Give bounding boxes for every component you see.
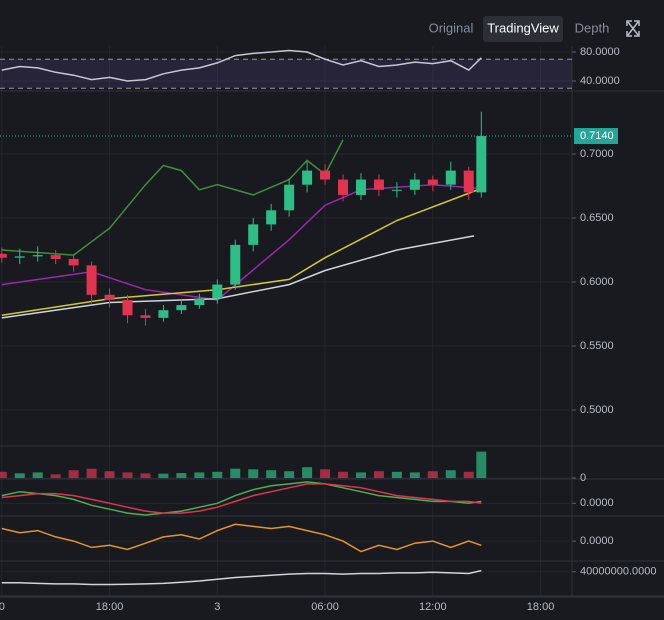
volume-bar [122,472,133,478]
volume-bar [158,473,169,478]
volume-bar [476,451,487,478]
volume-bar [320,469,331,478]
y-tick-label: 40000000.0000 [580,566,656,578]
candle-body [194,298,205,306]
y-tick-label: 0.6500 [580,212,614,224]
volume-bar [194,472,205,478]
volume-bar [140,473,151,478]
volume-bar [409,472,420,478]
volume-bar [50,474,61,478]
candle-body [320,170,331,180]
candle-body [0,253,7,258]
fullscreen-icon[interactable] [626,20,640,37]
candle-body [140,315,151,318]
candle-body [32,255,43,257]
series-line [1,183,482,301]
candle-body [86,265,97,295]
candle-body [266,210,277,225]
volume-bar [338,471,349,478]
candle-body [391,189,402,191]
x-tick-label: 0 [0,601,5,613]
level-band [0,59,572,89]
volume-bar [176,473,187,478]
volume-bar [266,470,277,478]
plot: 0 18:00 3 06:00 12:00 18:00 0.7000 0.6500 0.6000… [0,46,664,613]
x-tick-label: 06:00 [311,601,339,613]
series-line [1,569,482,586]
candle-body [338,179,349,195]
active-tab-bg [483,16,563,42]
tab[interactable]: Original [429,20,474,35]
candle-body [427,179,438,185]
x-tick-label: 3 [214,601,220,613]
candle-body [122,299,133,316]
volume-bar [463,471,474,478]
volume-bar [284,471,295,478]
y-tick-label: 0.6000 [580,276,614,288]
candle-body [68,258,79,266]
volume-bar [391,471,402,478]
candle-body [355,179,366,195]
y-tick-label: 0.7000 [580,148,614,160]
candle-body [445,170,456,185]
series-line [1,481,482,516]
tab[interactable]: Depth [575,20,610,35]
last-price-label: 0.7140 [580,130,614,142]
y-tick-label: 0 [580,472,586,484]
candle-body [302,170,313,185]
candle-body [104,294,115,300]
volume-bar [32,472,43,478]
candle-body [14,256,25,258]
candle-body [409,179,420,190]
volume-bar [86,468,97,478]
x-tick-label: 18:00 [96,601,124,613]
candle-body [176,305,187,311]
candle-body [158,310,169,318]
y-tick-label: 0.5000 [580,404,614,416]
x-tick-label: 12:00 [419,601,447,613]
candle-body [230,244,241,285]
candle-body [476,136,487,193]
candle-body [373,179,384,190]
volume-bar [427,471,438,478]
volume-bar [212,471,223,478]
candle-body [212,284,223,299]
volume-bar [373,471,384,478]
volume-bar [68,470,79,478]
volume-bar [355,472,366,478]
tab[interactable]: TradingView [487,20,559,35]
x-tick-label: 18:00 [527,601,555,613]
volume-bar [230,468,241,478]
series-line [1,483,482,514]
y-tick-label: 40.0000 [580,75,620,87]
series-line [1,49,482,82]
y-tick-label: 0.0000 [580,497,614,509]
series-line [1,523,482,553]
candle-body [463,170,474,193]
candle-body [284,184,295,211]
candle-body [50,255,61,259]
volume-bar [104,471,115,478]
volume-bar [0,471,7,478]
last-price-tag [574,128,618,145]
volume-bar [14,473,25,478]
volume-bar [445,470,456,478]
series-line [1,139,344,256]
volume-bar [248,469,259,478]
y-tick-label: 80.0000 [580,46,620,58]
y-tick-label: 0.0000 [580,535,614,547]
y-tick-label: 0.5500 [580,340,614,352]
volume-bar [302,467,313,478]
candle-body [248,224,259,245]
